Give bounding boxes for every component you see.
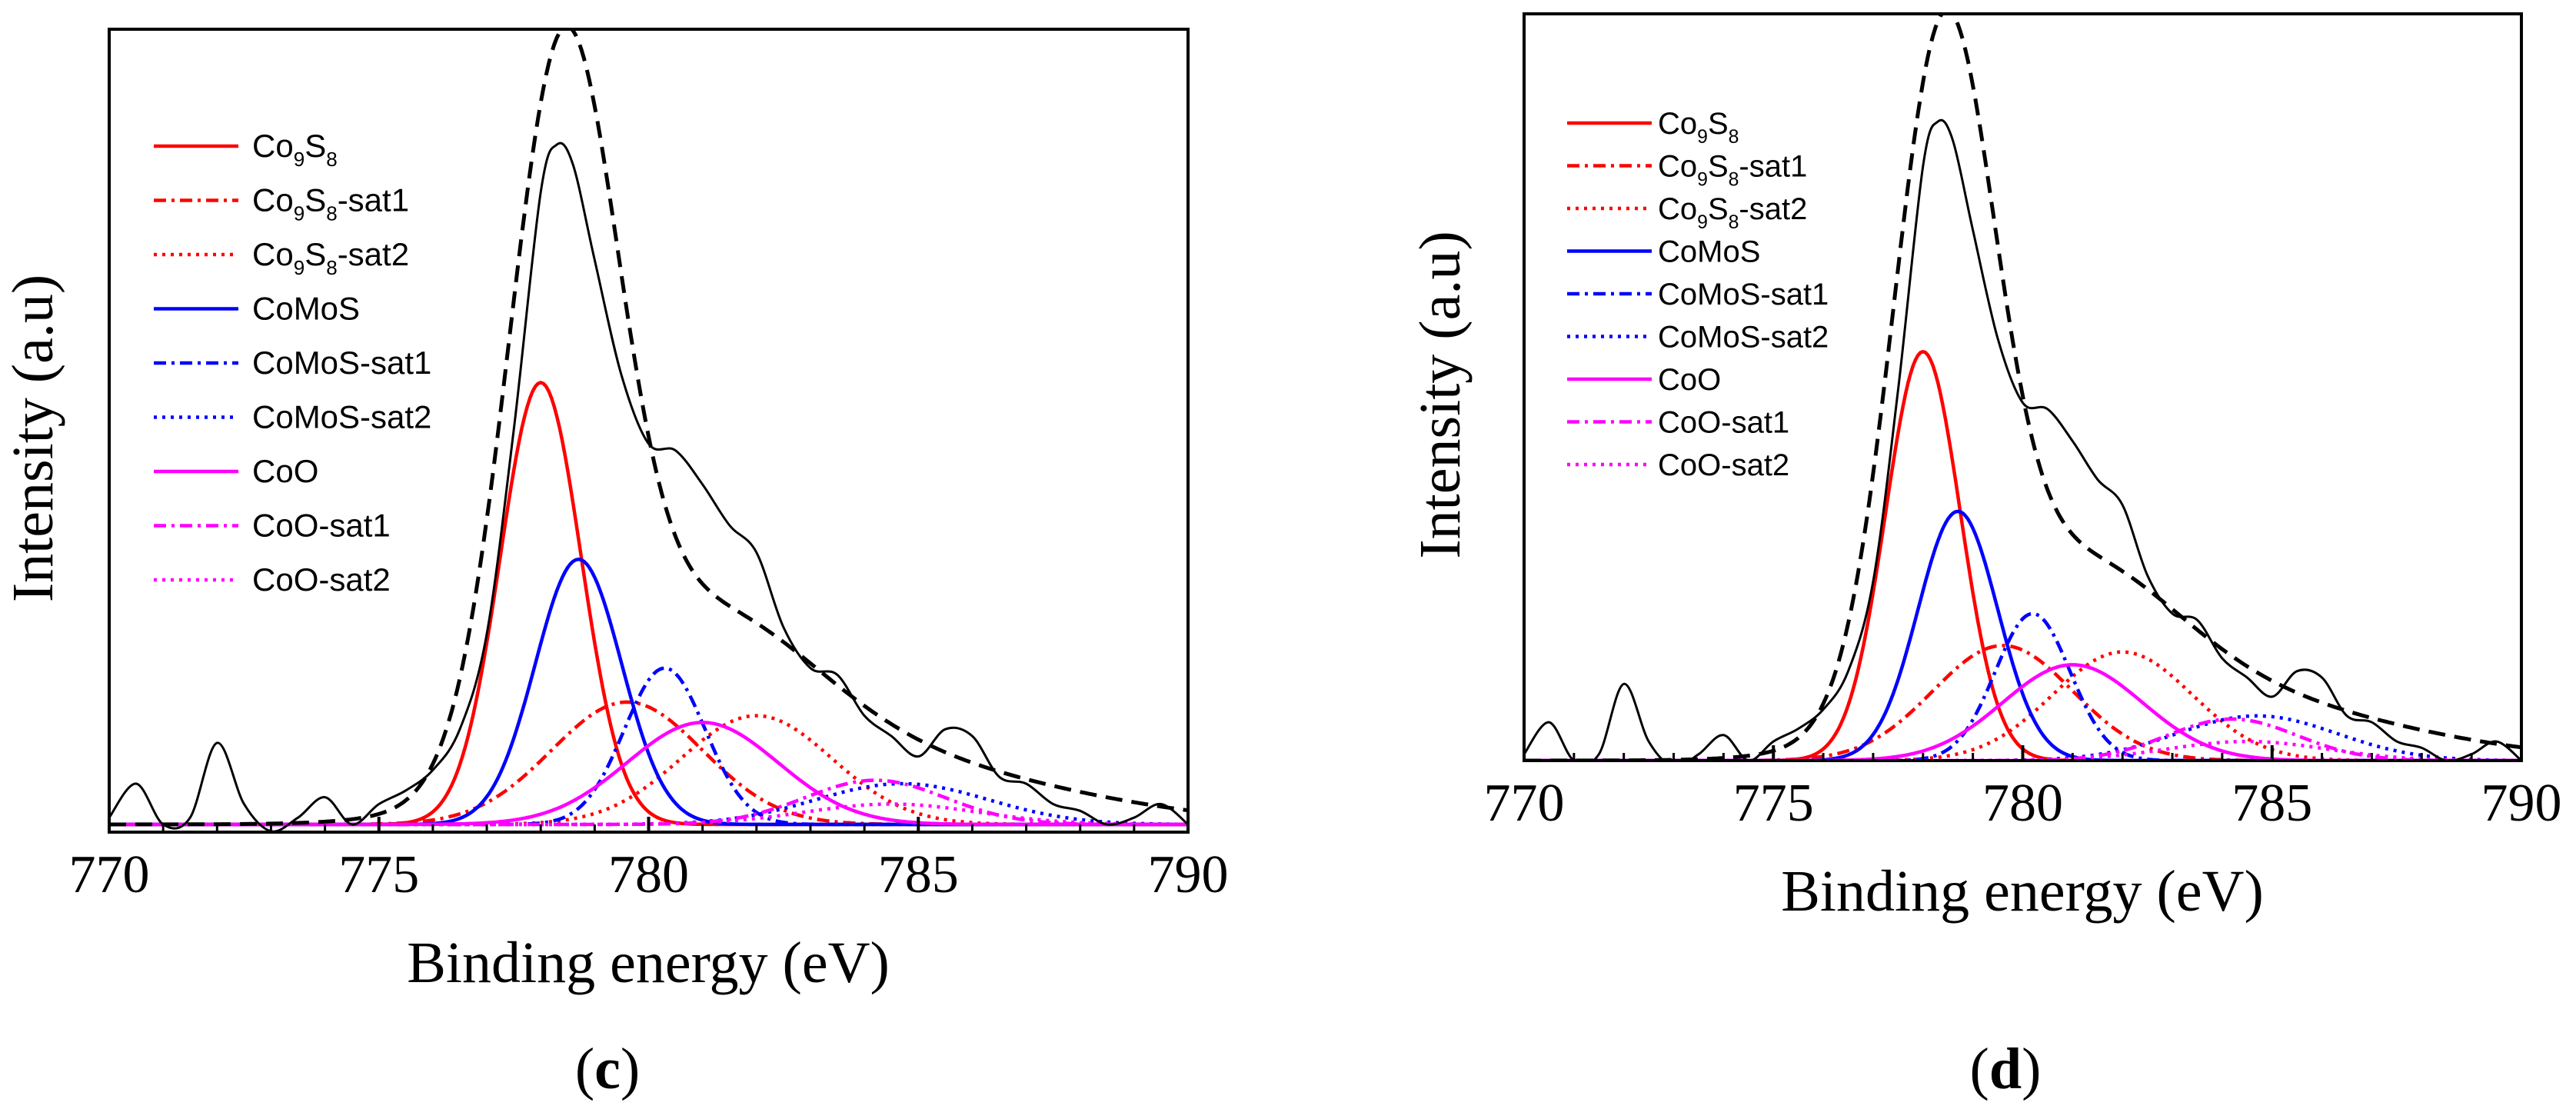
x-tick-label: 780 [608, 845, 689, 904]
legend-label: Co9S8-sat1 [252, 182, 409, 225]
x-tick-label: 770 [69, 845, 150, 904]
panel-c-curves [109, 29, 1188, 832]
legend-label: CoMoS [1658, 235, 1760, 269]
legend-label: CoMoS-sat2 [1658, 321, 1829, 355]
legend-label: Co9S8-sat2 [1658, 192, 1807, 233]
legend-label: CoMoS-sat1 [1658, 278, 1829, 311]
series-comos-sat1 [1524, 611, 2521, 761]
panel-c-y-axis-label: Intensity (a.u) [1, 275, 65, 602]
series-comos-sat1 [109, 666, 1188, 827]
x-tick-label: 775 [338, 845, 419, 904]
panel-d-x-ticks: 770 775 780 785 790 [1484, 745, 2562, 833]
x-tick-label: 790 [1148, 845, 1229, 904]
legend-label: CoO-sat1 [1658, 406, 1789, 440]
panel-d-x-axis-label: Binding energy (eV) [1781, 859, 2264, 924]
series-comos-sat2 [1524, 714, 2521, 761]
legend-label: CoO [1658, 363, 1721, 397]
envelope-fit-line [109, 29, 1188, 827]
legend-label: CoO [252, 453, 318, 489]
panel-c-label: (c) [575, 1037, 640, 1101]
series-co9s8-sat2 [109, 714, 1188, 827]
panel-c-legend: Co9S8 Co9S8-sat1 Co9S8-sat2 CoMoS CoMoS-sat1… [154, 128, 431, 598]
panel-c-x-ticks: 770 775 780 785 790 [69, 817, 1229, 904]
legend-label: Co9S8 [252, 128, 338, 171]
panel-d-y-axis-label: Intensity (a.u) [1408, 231, 1473, 558]
legend-label: CoO-sat1 [252, 508, 391, 544]
panel-c-x-axis-label: Binding energy (eV) [407, 931, 890, 995]
x-tick-label: 785 [878, 845, 959, 904]
x-tick-label: 770 [1484, 774, 1565, 833]
x-tick-label: 775 [1733, 774, 1814, 833]
x-tick-label: 780 [1982, 774, 2063, 833]
measured-spectrum-line [109, 142, 1188, 832]
measured-spectrum-line [1524, 118, 2521, 761]
x-tick-label: 790 [2481, 774, 2562, 833]
legend-label: CoMoS-sat2 [252, 399, 431, 435]
legend-label: Co9S8-sat1 [1658, 150, 1807, 191]
series-co9s8-sat1 [109, 700, 1188, 827]
panel-c: 770 775 780 785 790 Binding energy (eV) Intens… [1, 28, 1229, 1101]
series-coo [1524, 663, 2521, 761]
legend-label: Co9S8 [1658, 107, 1739, 148]
legend-label: Co9S8-sat2 [252, 236, 409, 279]
legend-label: CoO-sat2 [252, 561, 391, 598]
panel-d-label: (d) [1970, 1037, 2042, 1101]
legend-label: CoO-sat2 [1658, 448, 1789, 482]
panel-d: 770 775 780 785 790 Binding energy (eV) Intens… [1408, 12, 2562, 1101]
series-comos [1524, 509, 2521, 761]
legend-label: CoMoS [252, 291, 360, 327]
legend-label: CoMoS-sat1 [252, 345, 431, 381]
x-tick-label: 785 [2232, 774, 2312, 833]
